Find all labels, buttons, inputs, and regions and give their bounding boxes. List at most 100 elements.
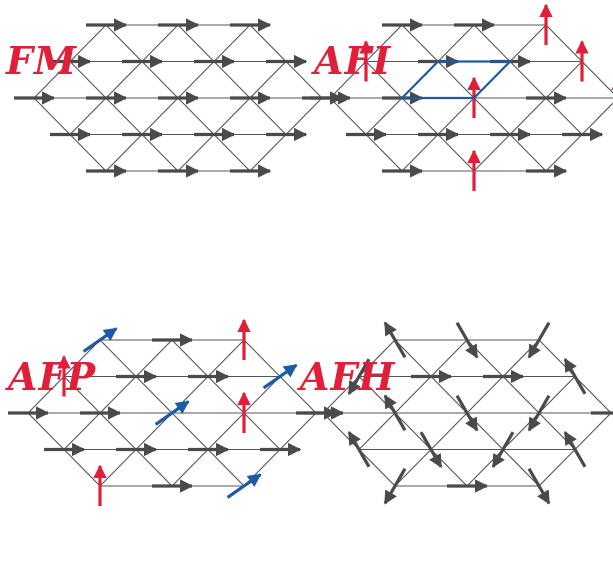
lattice-bond	[63, 449, 101, 487]
lattice-bond	[329, 61, 367, 99]
lattice-bond	[466, 376, 504, 414]
lattice-bond	[401, 24, 439, 62]
lattice-bond	[394, 376, 432, 414]
panel-label-fm: FM	[6, 38, 78, 83]
panel-label-afi: AFI	[314, 38, 392, 83]
lattice-bond	[430, 339, 468, 377]
lattice-bond	[285, 97, 323, 135]
lattice-bond	[141, 134, 179, 172]
lattice-bond	[329, 97, 367, 135]
lattice-bond	[437, 61, 475, 99]
spin-arrow	[82, 327, 118, 353]
spin-arrow	[347, 358, 371, 395]
spin-arrow	[419, 431, 443, 468]
lattice-bond	[171, 412, 209, 450]
lattice-bond	[358, 339, 396, 377]
unit-cell-outline	[399, 60, 513, 100]
lattice-bond	[502, 412, 540, 450]
lattice-bond	[69, 61, 107, 99]
lattice-bond	[207, 412, 245, 450]
lattice-bond	[177, 61, 215, 99]
lattice-bond	[430, 412, 468, 450]
lattice-bond	[581, 61, 613, 94]
lattice-bond	[213, 97, 251, 135]
lattice-bond	[473, 97, 511, 135]
lattice-bond	[581, 102, 613, 135]
lattice-bond	[177, 24, 215, 62]
spin-arrow	[455, 394, 479, 432]
lattice-bond	[538, 376, 576, 414]
spin-arrow	[563, 431, 587, 468]
lattice-bond	[394, 449, 432, 487]
lattice-bond	[430, 449, 468, 487]
lattice-bond	[99, 376, 137, 414]
lattice-bond	[502, 339, 540, 377]
lattice-bond	[171, 449, 209, 487]
lattice-bond	[509, 134, 547, 172]
lattice-bond	[105, 24, 143, 62]
lattice-bond	[538, 449, 576, 487]
lattice-bond	[249, 24, 287, 62]
lattice-bond	[135, 449, 173, 487]
lattice-bond	[466, 449, 504, 487]
lattice-bond	[249, 97, 287, 135]
lattice-bond	[105, 61, 143, 99]
lattice-bond	[63, 412, 101, 450]
lattice-bond	[249, 61, 287, 99]
lattice-bond	[99, 339, 137, 377]
lattice-bond	[538, 412, 576, 450]
lattice-bond	[135, 339, 173, 377]
lattice-bond	[213, 134, 251, 172]
lattice-bond	[401, 97, 439, 135]
lattice-bond	[243, 339, 281, 377]
lattice-bond	[509, 24, 547, 62]
spin-arrow	[455, 321, 479, 359]
lattice-bond	[473, 24, 511, 62]
lattice-bond	[401, 134, 439, 172]
lattice-bond	[394, 339, 432, 377]
spin-arrow	[154, 400, 190, 426]
lattice-bond	[509, 61, 547, 99]
lattice-bond	[466, 339, 504, 377]
lattice-bond	[437, 24, 475, 62]
lattice-bond	[365, 61, 403, 99]
lattice-bond	[285, 61, 323, 99]
panel-label-afh: AFH	[300, 354, 396, 399]
lattice-bond	[99, 412, 137, 450]
lattice-bond	[365, 97, 403, 135]
lattice-bond	[141, 97, 179, 135]
lattice-bond	[358, 412, 396, 450]
lattice-bond	[365, 134, 403, 172]
lattice-bond	[33, 61, 71, 99]
lattice-bond	[394, 412, 432, 450]
lattice-bond	[437, 97, 475, 135]
lattice-bond	[322, 412, 360, 450]
lattice-bond	[33, 97, 71, 135]
lattice-bond	[141, 24, 179, 62]
lattice-bond	[207, 339, 245, 377]
lattice-bond	[27, 412, 65, 450]
spin-arrow	[347, 431, 371, 468]
lattice-bond	[502, 376, 540, 414]
lattice-bond	[135, 376, 173, 414]
spin-arrow	[262, 363, 298, 390]
panel-label-afp: AFP	[8, 354, 97, 399]
lattice-bond	[105, 134, 143, 172]
lattice-bond	[365, 24, 403, 62]
lattice-bond	[99, 449, 137, 487]
spin-arrow	[527, 321, 551, 359]
lattice-bond	[177, 97, 215, 135]
spin-arrow	[383, 394, 407, 432]
lattice-bond	[430, 376, 468, 414]
lattice-bond	[473, 134, 511, 172]
lattice-bond	[27, 376, 65, 414]
lattice-bond	[358, 449, 396, 487]
lattice-bond	[279, 376, 317, 414]
spin-arrow	[383, 321, 407, 359]
spin-arrow	[491, 431, 515, 468]
lattice-bond	[249, 134, 287, 172]
lattice-bond	[207, 449, 245, 487]
lattice-bond	[177, 134, 215, 172]
lattice-bond	[69, 24, 107, 62]
